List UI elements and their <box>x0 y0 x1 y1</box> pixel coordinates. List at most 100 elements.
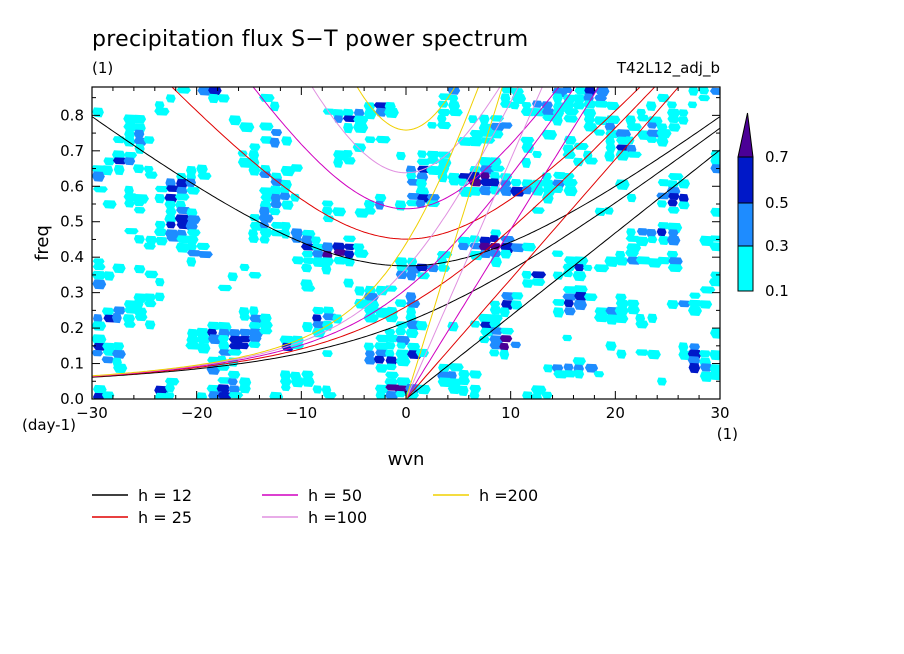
contour-patch <box>574 263 585 272</box>
dispersion-curve-h100-2 <box>405 87 543 399</box>
x-tick-label: 20 <box>606 404 625 422</box>
contour-patch <box>385 334 400 343</box>
contour-patch <box>375 349 389 357</box>
contour-patch <box>279 192 291 201</box>
contour-patch <box>562 87 573 93</box>
contour-patch <box>615 293 627 302</box>
contour-patch <box>667 264 683 273</box>
contour-patch <box>645 101 657 111</box>
contour-patch <box>447 384 461 395</box>
contour-patch <box>678 109 689 117</box>
contour-patch <box>249 214 261 222</box>
contour-patch <box>239 122 255 133</box>
colorbar: 0.1 0.3 0.5 0.7 <box>737 112 789 300</box>
contour-patch <box>237 157 253 168</box>
contour-patch <box>552 93 563 103</box>
contour-patch <box>699 371 713 382</box>
contour-patch <box>384 341 396 350</box>
contour-patch <box>123 123 139 132</box>
contour-patch <box>667 199 678 207</box>
colorbar-label: 0.3 <box>765 237 789 255</box>
contour-patch <box>562 100 575 110</box>
contour-patch <box>499 349 510 360</box>
contour-patch <box>448 363 464 372</box>
contour-patch <box>615 299 630 308</box>
contour-patch <box>532 150 542 159</box>
contour-patch <box>92 258 105 265</box>
contour-patch <box>101 356 115 364</box>
contour-patch <box>710 156 720 166</box>
contour-patch <box>132 164 145 174</box>
contour-patch <box>238 384 251 394</box>
contour-patch <box>605 143 616 153</box>
contour-patch <box>363 207 376 215</box>
contour-patch <box>593 116 609 126</box>
contour-patch <box>321 200 334 207</box>
contour-patch <box>678 350 692 361</box>
x-axis-label: wvn <box>388 449 425 470</box>
contour-patch <box>605 314 619 325</box>
contour-patch <box>185 235 199 244</box>
contour-patch <box>102 200 117 209</box>
contour-patch <box>112 349 126 359</box>
dispersion-curve-h25-0 <box>171 87 641 240</box>
contour-patch <box>92 263 106 271</box>
contour-patch <box>164 193 178 203</box>
contour-patch <box>342 150 353 158</box>
contour-patch <box>259 171 272 179</box>
contour-patch <box>332 207 347 217</box>
contour-patch <box>291 256 305 265</box>
subtitle-left: (1) <box>92 59 113 77</box>
contour-patch <box>342 115 357 123</box>
contour-patch <box>687 299 703 307</box>
contour-patch <box>301 263 313 273</box>
contour-patch <box>469 390 480 399</box>
contour-patch <box>364 136 376 144</box>
contour-patch <box>438 93 453 101</box>
contour-patch <box>248 341 261 349</box>
contour-patch <box>563 108 579 116</box>
contour-patch <box>321 257 334 266</box>
contour-patch <box>92 270 107 280</box>
contour-patch <box>270 178 284 187</box>
contour-patch <box>479 185 492 196</box>
contour-patch <box>322 350 333 358</box>
contour-patch <box>708 278 720 287</box>
contour-patch <box>709 235 720 242</box>
contour-patch <box>626 299 640 308</box>
contour-patch <box>143 242 156 250</box>
contour-patch <box>687 101 698 109</box>
contour-patch <box>510 186 526 197</box>
contour-patch <box>605 101 620 111</box>
contour-patch <box>405 328 419 339</box>
contour-patch <box>353 249 369 258</box>
contour-patch <box>552 299 566 306</box>
contour-patch <box>405 200 420 207</box>
contour-patch <box>500 327 515 335</box>
contour-patch <box>270 193 281 204</box>
contour-patch <box>595 87 610 97</box>
contour-patch <box>509 101 520 110</box>
contour-patch <box>343 156 356 165</box>
contour-patch <box>164 377 180 386</box>
contour-patch <box>145 235 158 245</box>
contour-patch <box>552 307 565 318</box>
contour-patch <box>301 250 314 258</box>
contour-patch <box>258 214 274 223</box>
contour-patch <box>101 307 115 316</box>
contour-patch <box>480 172 490 181</box>
legend-label-h25: h = 25 <box>138 508 192 527</box>
contour-patch <box>656 128 672 139</box>
contour-patch <box>448 100 460 112</box>
contour-patch <box>615 179 630 190</box>
contour-patch <box>668 229 679 237</box>
contour-patch <box>489 130 504 139</box>
contour-patch <box>710 207 720 217</box>
contour-patch <box>699 350 711 358</box>
contour-patch <box>217 335 229 343</box>
contour-patch <box>437 114 447 123</box>
contour-patch <box>698 300 713 309</box>
contour-patch <box>552 108 565 118</box>
contour-patch <box>186 242 197 252</box>
contour-patch <box>688 87 699 96</box>
